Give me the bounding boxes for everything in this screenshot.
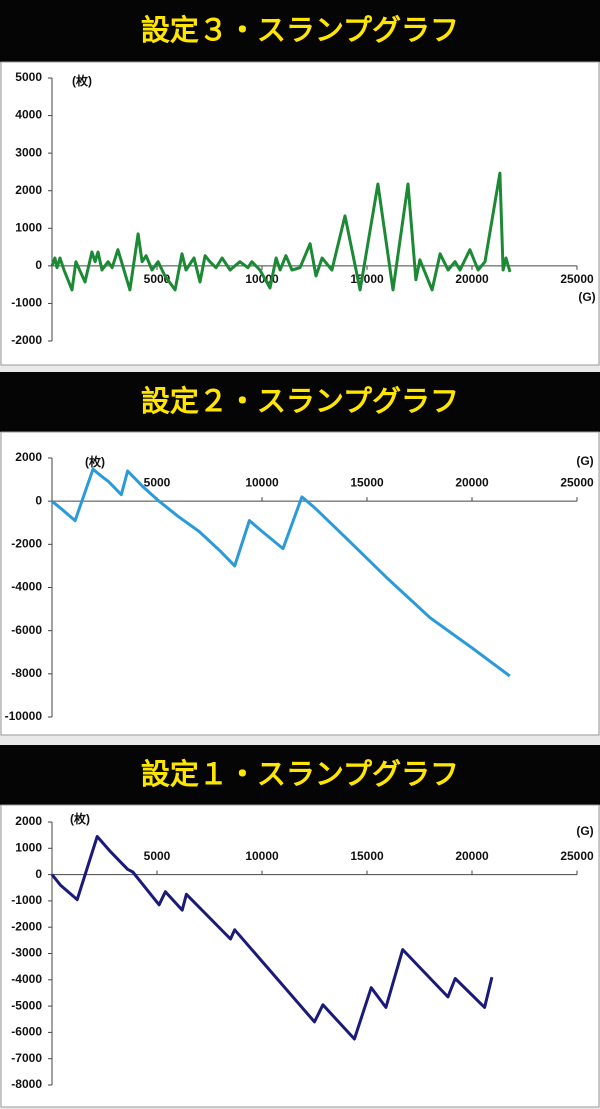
x-tick-label: 20000 — [455, 272, 489, 286]
y-tick-label: 2000 — [15, 814, 42, 828]
y-tick-label: -5000 — [11, 998, 42, 1012]
x-tick-label: 25000 — [560, 849, 594, 863]
x-unit-label: (G) — [576, 824, 593, 838]
data-line — [50, 171, 512, 292]
y-tick-label: 0 — [35, 258, 42, 272]
chart-title: 設定１・スランプグラフ — [141, 757, 459, 791]
y-unit-label: (枚) — [70, 811, 90, 826]
y-tick-label: -8000 — [11, 1077, 42, 1091]
y-tick-label: 2000 — [15, 450, 42, 464]
x-tick-label: 5000 — [144, 849, 171, 863]
x-tick-label: 15000 — [350, 475, 384, 489]
y-tick-label: -8000 — [11, 666, 42, 680]
x-tick-label: 5000 — [144, 475, 171, 489]
x-tick-label: 20000 — [455, 849, 489, 863]
x-unit-label: (G) — [576, 454, 593, 468]
plot-panel — [0, 431, 600, 736]
y-tick-label: -1000 — [11, 893, 42, 907]
x-tick-label: 20000 — [455, 475, 489, 489]
x-tick-label: 25000 — [560, 272, 594, 286]
chart-title: 設定２・スランプグラフ — [141, 384, 459, 418]
y-tick-label: -7000 — [11, 1051, 42, 1065]
y-tick-label: -10000 — [5, 709, 43, 723]
x-tick-label: 25000 — [560, 475, 594, 489]
y-tick-label: 2000 — [15, 183, 42, 197]
header-band — [0, 372, 600, 432]
chart-title: 設定３・スランプグラフ — [141, 13, 459, 47]
y-tick-label: -6000 — [11, 1025, 42, 1039]
header-band — [0, 745, 600, 805]
plot-panel — [0, 804, 600, 1108]
y-tick-label: -2000 — [11, 919, 42, 933]
x-tick-label: 10000 — [245, 475, 279, 489]
x-tick-label: 10000 — [245, 849, 279, 863]
y-tick-label: -1000 — [11, 296, 42, 310]
y-tick-label: 0 — [35, 867, 42, 881]
header-band — [0, 0, 600, 62]
y-tick-label: 3000 — [15, 145, 42, 159]
y-tick-label: 4000 — [15, 108, 42, 122]
plot-panel — [0, 61, 600, 366]
y-tick-label: 1000 — [15, 840, 42, 854]
y-tick-label: 5000 — [15, 70, 42, 84]
y-tick-label: -2000 — [11, 537, 42, 551]
data-line — [50, 835, 494, 1041]
y-unit-label: (枚) — [85, 454, 105, 469]
y-tick-label: 0 — [35, 493, 42, 507]
y-unit-label: (枚) — [72, 73, 92, 88]
y-tick-label: -2000 — [11, 333, 42, 347]
y-tick-label: -4000 — [11, 580, 42, 594]
x-unit-label: (G) — [578, 290, 595, 304]
x-tick-label: 15000 — [350, 849, 384, 863]
y-tick-label: -3000 — [11, 946, 42, 960]
y-tick-label: -6000 — [11, 623, 42, 637]
y-tick-label: 1000 — [15, 220, 42, 234]
data-line — [51, 467, 511, 678]
y-tick-label: -4000 — [11, 972, 42, 986]
